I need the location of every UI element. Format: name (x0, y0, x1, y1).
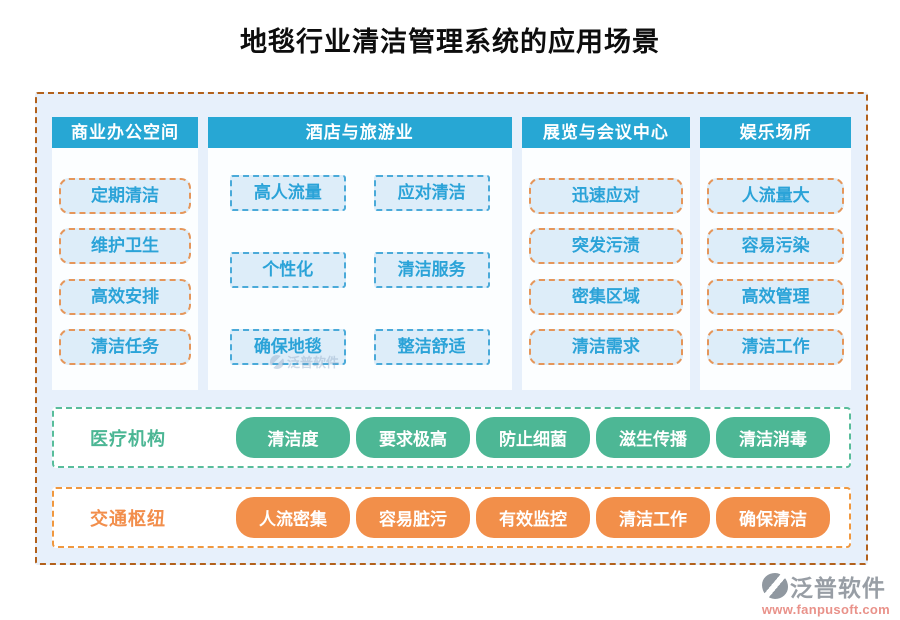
tag-item: 清洁服务 (373, 252, 490, 288)
pill: 清洁工作 (596, 497, 710, 538)
panel-header-entertainment: 娱乐场所 (700, 117, 851, 148)
pill: 防止细菌 (476, 417, 590, 458)
pill: 滋生传播 (596, 417, 710, 458)
panel-body: 迅速应对 突发污渍 密集区域 清洁需求 (522, 148, 691, 390)
tag-item: 高人流量 (229, 175, 346, 211)
panel-exhibition-conference: 展览与会议中心 迅速应对 突发污渍 密集区域 清洁需求 (521, 117, 691, 390)
panel-header-exhibition-conference: 展览与会议中心 (521, 117, 691, 148)
tag-item: 容易污染 (707, 228, 844, 265)
brand-row: 泛普软件 (761, 569, 890, 603)
panel-body: 定期清洁 维护卫生 高效安排 清洁任务 (52, 148, 198, 390)
tag-item: 应对清洁 (373, 175, 490, 211)
pill: 要求极高 (356, 417, 470, 458)
pill: 有效监控 (476, 497, 590, 538)
transport-row: 交通枢纽 人流密集 容易脏污 有效监控 清洁工作 确保清洁 (52, 487, 851, 548)
brand-url: www.fanpusoft.com (761, 602, 890, 617)
tag-item: 维护卫生 (59, 228, 191, 265)
panel-header-hotel-tourism: 酒店与旅游业 (207, 117, 512, 148)
tag-item: 整洁舒适 (373, 329, 490, 365)
pill: 容易脏污 (356, 497, 470, 538)
brand-footer: 泛普软件 www.fanpusoft.com (761, 569, 890, 617)
medical-row: 医疗机构 清洁度 要求极高 防止细菌 滋生传播 清洁消毒 (52, 407, 851, 468)
diagram-container: 商业办公空间 定期清洁 维护卫生 高效安排 清洁任务 酒店与旅游业 高人流量 应… (35, 92, 868, 565)
fanpu-logo-icon (761, 573, 788, 599)
panel-body: 人流量大 容易污染 高效管理 清洁工作 (700, 148, 851, 390)
tag-item: 高效管理 (707, 278, 844, 315)
panel-header-commercial-office: 商业办公空间 (52, 117, 198, 148)
pill-group: 人流密集 容易脏污 有效监控 清洁工作 确保清洁 (236, 497, 830, 538)
brand-name: 泛普软件 (789, 575, 886, 601)
tag-item: 个性化 (229, 252, 346, 288)
pill: 人流密集 (236, 497, 350, 538)
medical-row-label: 医疗机构 (90, 428, 166, 449)
tag-item: 清洁工作 (707, 328, 844, 365)
tag-item: 高效安排 (59, 278, 191, 315)
tag-item: 突发污渍 (528, 228, 684, 265)
scenario-columns: 商业办公空间 定期清洁 维护卫生 高效安排 清洁任务 酒店与旅游业 高人流量 应… (52, 117, 851, 390)
pill: 清洁消毒 (716, 417, 830, 458)
pill: 确保清洁 (716, 497, 830, 538)
transport-row-label: 交通枢纽 (90, 508, 166, 529)
page-title: 地毯行业清洁管理系统的应用场景 (240, 27, 660, 57)
tag-item: 确保地毯 (229, 329, 346, 365)
panel-hotel-tourism: 酒店与旅游业 高人流量 应对清洁 个性化 清洁服务 确保地毯 整洁舒适 (207, 117, 512, 390)
tag-item: 人流量大 (707, 178, 844, 214)
tag-item: 定期清洁 (59, 178, 191, 214)
pill: 清洁度 (236, 417, 350, 458)
tag-item: 清洁需求 (528, 328, 684, 365)
panel-entertainment: 娱乐场所 人流量大 容易污染 高效管理 清洁工作 (700, 117, 851, 390)
panel-commercial-office: 商业办公空间 定期清洁 维护卫生 高效安排 清洁任务 (52, 117, 198, 390)
pill-group: 清洁度 要求极高 防止细菌 滋生传播 清洁消毒 (236, 417, 830, 458)
panel-body: 高人流量 应对清洁 个性化 清洁服务 确保地毯 整洁舒适 (208, 148, 512, 390)
tag-item: 密集区域 (528, 278, 684, 315)
tag-item: 清洁任务 (59, 328, 191, 365)
tag-item: 迅速应对 (528, 178, 684, 214)
